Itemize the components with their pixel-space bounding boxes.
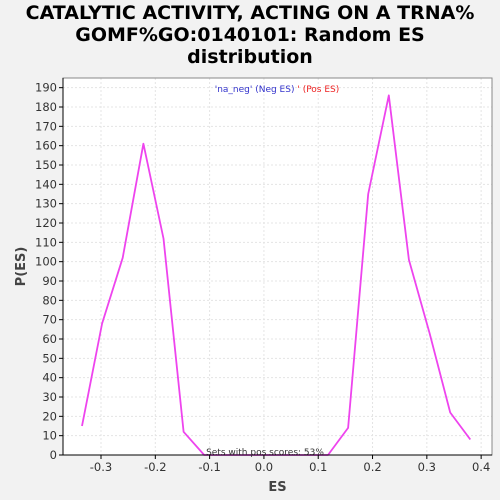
x-tick-label-2: -0.1 [198, 460, 220, 474]
y-tick-label-3: 30 [42, 390, 57, 404]
y-tick-label-15: 150 [35, 158, 57, 172]
plot-area [63, 78, 492, 455]
grid-lines [63, 78, 492, 456]
x-tick-label-5: 0.2 [363, 460, 381, 474]
legend-separator: ' [297, 85, 302, 95]
x-axis-label: ES [268, 480, 286, 495]
y-tick-label-14: 140 [35, 177, 57, 191]
y-tick-label-4: 40 [42, 371, 57, 385]
y-tick-label-6: 60 [42, 332, 57, 346]
y-tick-label-11: 110 [35, 235, 57, 249]
legend-neg-label: 'na_neg' (Neg ES) [215, 85, 295, 95]
y-tick-label-2: 20 [42, 409, 57, 423]
y-tick-label-7: 70 [42, 313, 57, 327]
y-tick-label-18: 180 [35, 100, 57, 114]
y-tick-label-9: 90 [42, 274, 57, 288]
x-tick-label-4: 0.1 [309, 460, 327, 474]
x-tick-label-1: -0.2 [144, 460, 166, 474]
x-tick-label-0: -0.3 [90, 460, 112, 474]
y-tick-label-8: 80 [42, 293, 57, 307]
x-axis-ticks: -0.3 -0.2 -0.1 0.0 0.1 0.2 0.3 0.4 [90, 455, 490, 474]
y-tick-label-1: 10 [42, 429, 57, 443]
y-axis-ticks: 0 10 20 30 40 50 60 70 80 90 100 110 120 130 140 150 160… [35, 81, 63, 462]
y-tick-label-19: 190 [35, 81, 57, 95]
chart-title-line-2: GOMF%GO:0140101: Random ES [75, 24, 425, 46]
chart-title-line-1: CATALYTIC ACTIVITY, ACTING ON A TRNA% [25, 2, 475, 24]
axes [62, 77, 493, 456]
y-tick-label-10: 100 [35, 255, 57, 269]
chart-title: CATALYTIC ACTIVITY, ACTING ON A TRNA% GO… [0, 2, 500, 68]
y-tick-label-5: 50 [42, 351, 57, 365]
legend: 'na_neg' (Neg ES) ' (Pos ES) [215, 85, 340, 95]
y-tick-label-13: 130 [35, 197, 57, 211]
x-tick-label-3: 0.0 [255, 460, 273, 474]
x-tick-label-6: 0.3 [418, 460, 436, 474]
y-tick-label-0: 0 [50, 448, 57, 462]
x-tick-label-7: 0.4 [472, 460, 490, 474]
y-tick-label-17: 170 [35, 119, 57, 133]
pos-score-annotation: Sets with pos scores: 53% [206, 448, 324, 458]
chart-title-line-3: distribution [187, 46, 313, 68]
y-tick-label-12: 120 [35, 216, 57, 230]
legend-pos-label: (Pos ES) [303, 85, 340, 95]
y-tick-label-16: 160 [35, 139, 57, 153]
y-axis-label: P(ES) [14, 247, 29, 287]
